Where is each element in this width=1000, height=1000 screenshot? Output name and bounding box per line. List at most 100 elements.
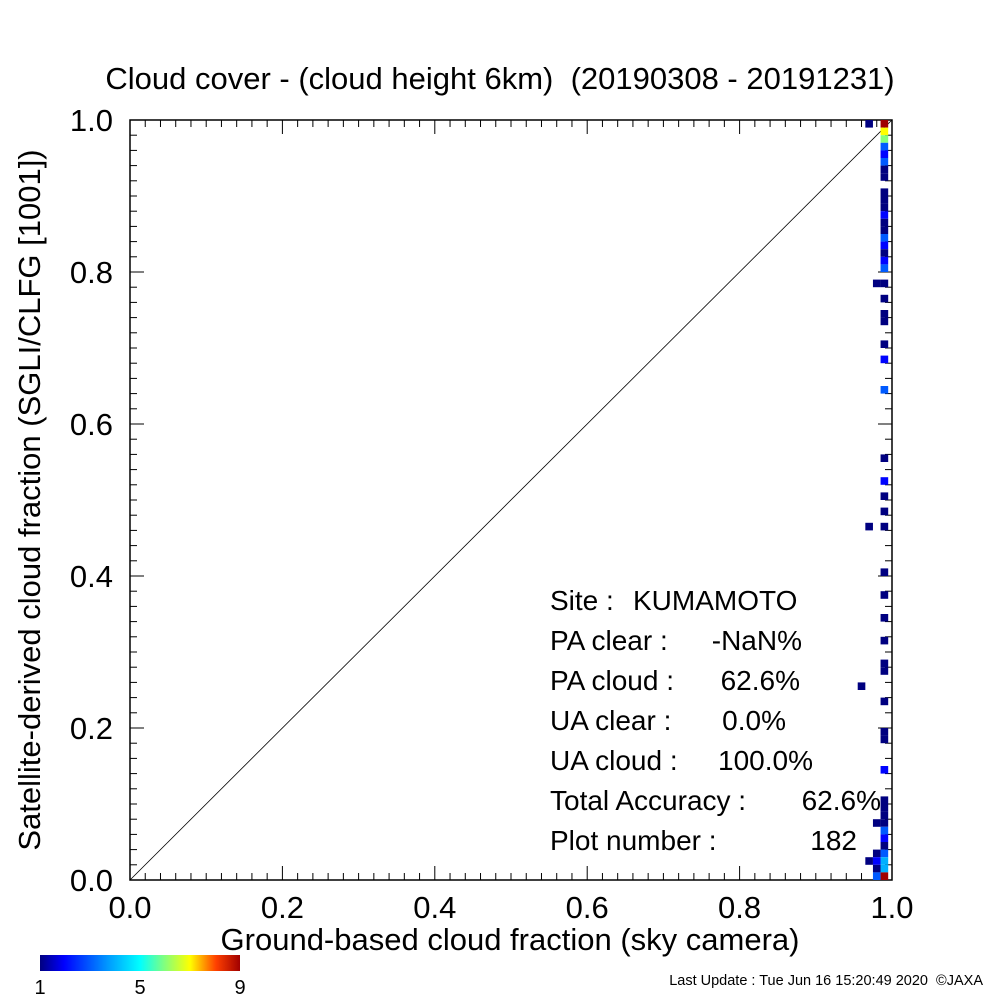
stat-label: UA clear : xyxy=(550,705,671,736)
colorbar xyxy=(40,955,240,971)
heatmap-cell xyxy=(880,454,889,462)
stat-label: PA clear : xyxy=(550,625,668,656)
colorbar-tick-label: 5 xyxy=(134,977,145,999)
heatmap-cell xyxy=(880,477,889,485)
heatmap-cell xyxy=(880,659,889,668)
y-tick-label: 0.6 xyxy=(70,407,113,442)
heatmap-cell xyxy=(880,568,889,576)
x-tick-label: 0.0 xyxy=(108,890,151,925)
x-tick-label: 0.6 xyxy=(566,890,609,925)
heatmap-cell xyxy=(880,728,889,736)
heatmap-cell xyxy=(880,196,889,204)
heatmap-cell xyxy=(880,796,889,804)
y-axis-label: Satellite-derived cloud fraction (SGLI/C… xyxy=(12,149,47,850)
axis-ticks xyxy=(129,119,893,881)
heatmap-cell xyxy=(880,120,889,128)
heatmap-cell xyxy=(880,614,889,622)
heatmap-cell xyxy=(880,507,889,516)
heatmap-cell xyxy=(880,241,889,250)
colorbar-labels: 1 5 9 xyxy=(34,977,245,999)
y-tick-label: 0.4 xyxy=(70,559,113,594)
x-tick-label: 0.2 xyxy=(261,890,304,925)
heatmap-cell xyxy=(880,842,889,850)
heatmap-cell xyxy=(880,150,889,158)
heatmap-cell xyxy=(880,811,889,820)
heatmap-cell xyxy=(880,834,889,842)
heatmap-cell xyxy=(880,165,889,174)
plot-area: 0.0 0.2 0.4 0.6 0.8 1.0 0.0 0.2 0.4 0.6 0.8 1.0 xyxy=(70,103,914,925)
heatmap-cell xyxy=(880,142,889,151)
heatmap-cell xyxy=(880,864,889,873)
colorbar-tick-label: 1 xyxy=(34,977,45,999)
heatmap-cell xyxy=(880,697,889,706)
y-tick-label: 0.2 xyxy=(70,711,113,746)
stat-label: PA cloud : xyxy=(550,665,674,696)
heatmap-cell xyxy=(865,857,873,865)
heatmap-cell xyxy=(880,226,889,234)
heatmap-cell xyxy=(880,667,889,675)
heatmap-cell xyxy=(880,735,889,744)
tick-labels: 0.0 0.2 0.4 0.6 0.8 1.0 0.0 0.2 0.4 0.6 0.8 1.0 xyxy=(70,103,914,925)
stat-label: UA cloud : xyxy=(550,745,678,776)
heatmap-cell xyxy=(880,766,889,774)
x-tick-label: 0.4 xyxy=(413,890,456,925)
heatmap-cell xyxy=(880,135,889,143)
stat-value: 0.0% xyxy=(722,705,786,736)
y-tick-label: 1.0 xyxy=(70,103,113,138)
heatmap-cell xyxy=(865,120,873,128)
chart-title: Cloud cover - (cloud height 6km) (201903… xyxy=(105,61,894,96)
heatmap-cell xyxy=(880,256,889,265)
stat-label: Plot number : xyxy=(550,825,717,856)
stat-value: -NaN% xyxy=(712,625,802,656)
heatmap-cell xyxy=(865,522,873,531)
one-to-one-line xyxy=(129,119,893,881)
y-tick-label: 0.8 xyxy=(70,255,113,290)
heatmap-cell xyxy=(857,682,866,690)
y-tick-label: 0.0 xyxy=(70,863,113,898)
heatmap-cell xyxy=(880,355,889,364)
x-tick-label: 0.8 xyxy=(718,890,761,925)
heatmap-cell xyxy=(880,804,889,812)
x-axis-label: Ground-based cloud fraction (sky camera) xyxy=(221,922,800,957)
heatmap-cell xyxy=(880,857,889,865)
heatmap-cell xyxy=(872,857,881,865)
heatmap-cell xyxy=(880,872,889,880)
heatmap-cell xyxy=(880,386,889,394)
heatmap-cell xyxy=(880,340,889,348)
heatmap-cell xyxy=(880,127,889,136)
heatmap-cell xyxy=(872,819,881,827)
stat-value: 62.6% xyxy=(802,785,881,816)
stat-value: 62.6% xyxy=(721,665,800,696)
heatmap-cell xyxy=(872,279,881,288)
stat-label: Site : xyxy=(550,585,614,616)
heatmap-cell xyxy=(880,591,889,599)
heatmap-cell xyxy=(880,158,889,166)
heatmap-cell xyxy=(880,492,889,500)
heatmap-cell xyxy=(872,864,881,873)
heatmap-cell xyxy=(880,522,889,531)
heatmap-cell xyxy=(880,826,889,835)
last-update-text: Last Update : Tue Jun 16 15:20:49 2020 ©… xyxy=(669,973,983,989)
heatmap-cell xyxy=(880,279,889,288)
colorbar-tick-label: 9 xyxy=(234,977,245,999)
heatmap-cell xyxy=(880,636,889,645)
heatmap-cell xyxy=(880,211,889,219)
stat-label: Total Accuracy : xyxy=(550,785,746,816)
heatmap-cell xyxy=(880,264,889,272)
heatmap-cell xyxy=(880,849,889,858)
heatmap-cell xyxy=(880,173,889,181)
heatmap-cell xyxy=(880,317,889,326)
heatmap-cell xyxy=(880,294,889,303)
heatmap-cell xyxy=(880,310,889,318)
heatmap-cell xyxy=(880,234,889,242)
heatmap-cell xyxy=(872,872,881,880)
x-tick-label: 1.0 xyxy=(870,890,913,925)
heatmap-cell xyxy=(880,203,889,212)
heatmap-cell xyxy=(880,249,889,257)
stat-value: KUMAMOTO xyxy=(633,585,797,616)
stat-value: 100.0% xyxy=(718,745,813,776)
stats-panel: Site : KUMAMOTO PA clear : -NaN% PA cloud : 6… xyxy=(550,585,881,856)
heatmap-cell xyxy=(880,819,889,827)
heatmap-cells xyxy=(857,120,889,880)
